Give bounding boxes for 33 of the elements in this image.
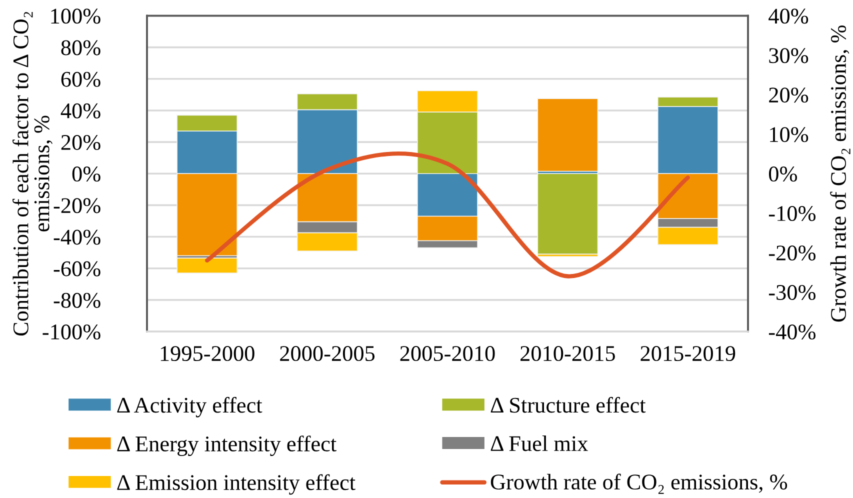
y-tick-label: -20% [54, 198, 100, 214]
y-tick-label: 80% [61, 40, 100, 56]
y-tick-label: -100% [42, 324, 100, 340]
legend-label: Δ Fuel mix [490, 436, 588, 452]
y2-tick-label: 10% [770, 127, 808, 142]
y2-tick-label: -10% [768, 206, 816, 222]
y2-tick-label: 0% [768, 166, 797, 182]
y-tick-label: 100% [51, 8, 100, 24]
x-tick-label: 2015-2019 [640, 346, 736, 362]
legend-label: Growth rate of CO₂ emissions, % [490, 474, 788, 494]
y-tick-label: 20% [61, 134, 100, 150]
y-tick-label: 0% [72, 166, 100, 182]
y2-axis-title: Growth rate of CO₂ emissions, % [830, 25, 850, 322]
legend-label: Δ Activity effect [117, 396, 262, 418]
y2-tick-label: 30% [769, 48, 808, 64]
x-tick-label: 1995-2000 [160, 346, 254, 362]
y2-tick-label: -30% [768, 284, 816, 300]
legend-label: Δ Emission intensity effect [117, 474, 356, 495]
y-tick-label: 60% [61, 72, 100, 87]
bar [176, 258, 238, 274]
y-tick-label: -80% [54, 292, 100, 308]
legend-label: Δ Energy intensity effect [117, 436, 336, 456]
y2-tick-label: -20% [768, 246, 816, 261]
y2-tick-label: 20% [769, 88, 808, 103]
x-tick-label: 2000-2005 [280, 346, 375, 362]
x-tick-label: 2010-2015 [520, 346, 615, 362]
y-tick-label: -40% [54, 230, 100, 245]
legend-label: Δ Structure effect [490, 396, 646, 413]
y-tick-label: -60% [54, 261, 100, 276]
y2-tick-label: 40% [768, 8, 808, 24]
x-tick-label: 2005-2010 [400, 346, 495, 362]
y-tick-label: 40% [60, 103, 100, 118]
y2-tick-label: -40% [768, 324, 816, 340]
